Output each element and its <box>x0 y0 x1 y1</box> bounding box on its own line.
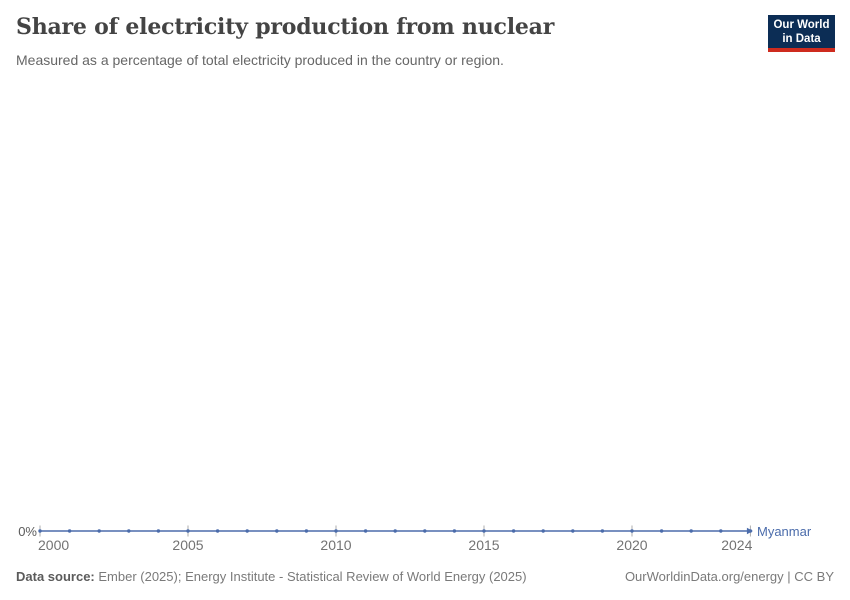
data-source-note: Data source: Ember (2025); Energy Instit… <box>16 569 527 584</box>
y-axis-tick-label: 0% <box>18 524 37 539</box>
x-axis-tick-label: 2020 <box>616 537 648 553</box>
attribution-link[interactable]: OurWorldinData.org/energy | CC BY <box>624 569 834 584</box>
x-axis-tick-label: 2005 <box>172 537 204 553</box>
data-source-text: Ember (2025); Energy Institute - Statist… <box>94 569 527 584</box>
page-subtitle: Measured as a percentage of total electr… <box>16 52 504 68</box>
data-source-label: Data source: <box>16 569 95 584</box>
line-chart-canvas <box>38 525 753 537</box>
entity-label-myanmar[interactable]: Myanmar <box>757 524 812 539</box>
x-axis-labels: 2000 2005 2010 2015 2020 2024 <box>0 537 850 553</box>
owid-logo[interactable]: Our World in Data <box>768 15 835 52</box>
owid-logo-stripe <box>768 48 835 52</box>
owid-logo-line2: in Data <box>782 33 821 45</box>
page-title: Share of electricity production from nuc… <box>16 14 555 40</box>
x-axis-tick-label: 2000 <box>38 537 70 553</box>
x-axis-tick-label: 2010 <box>320 537 352 553</box>
x-axis-tick-label: 2024 <box>721 537 753 553</box>
owid-logo-line1: Our World <box>773 19 830 31</box>
x-axis-tick-label: 2015 <box>468 537 500 553</box>
